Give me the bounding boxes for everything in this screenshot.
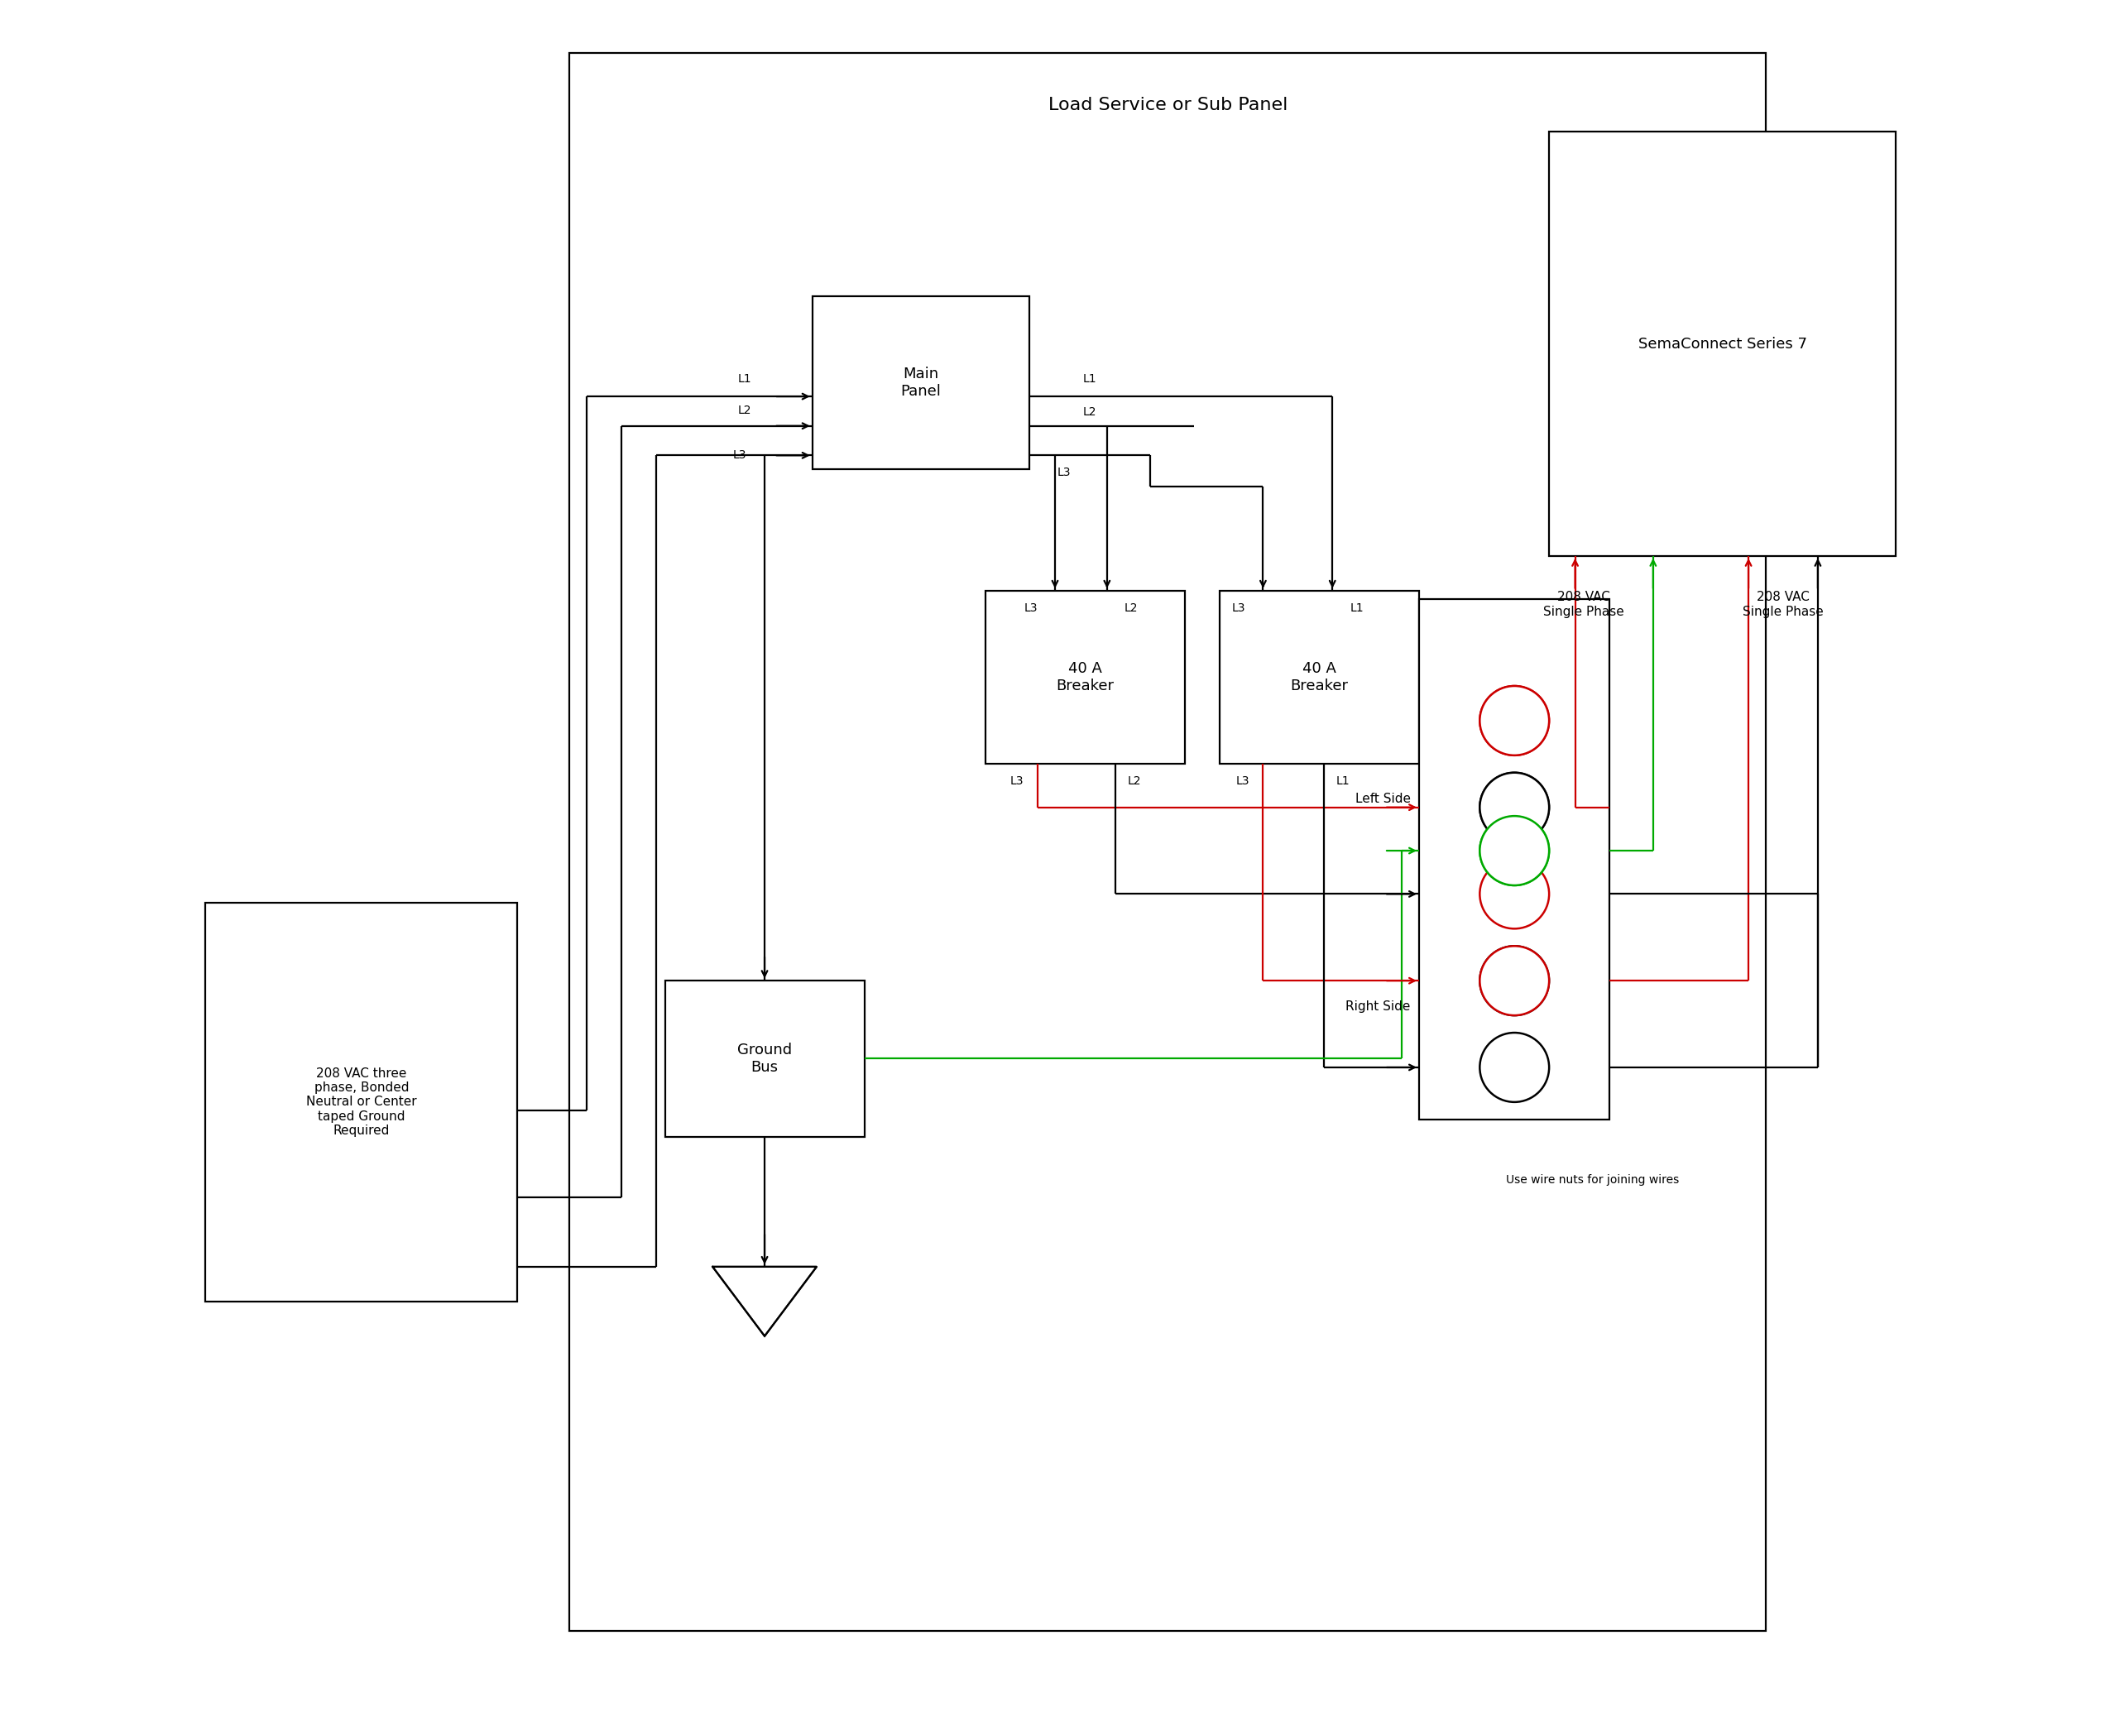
Text: Ground
Bus: Ground Bus [736, 1043, 791, 1075]
Text: L2: L2 [1125, 602, 1137, 615]
Text: 208 VAC three
phase, Bonded
Neutral or Center
taped Ground
Required: 208 VAC three phase, Bonded Neutral or C… [306, 1068, 418, 1137]
Text: Load Service or Sub Panel: Load Service or Sub Panel [1049, 97, 1287, 113]
Text: L3: L3 [1236, 776, 1249, 786]
Bar [1549, 132, 1897, 556]
Text: L3: L3 [1011, 776, 1023, 786]
Circle shape [1479, 686, 1549, 755]
Bar [985, 590, 1186, 764]
Text: Use wire nuts for joining wires: Use wire nuts for joining wires [1507, 1174, 1680, 1186]
Circle shape [1479, 946, 1549, 1016]
Bar [812, 295, 1030, 469]
Text: Main
Panel: Main Panel [901, 366, 941, 399]
Circle shape [1479, 773, 1549, 842]
Bar [665, 981, 865, 1137]
Text: L3: L3 [1057, 467, 1070, 479]
Text: L2: L2 [1082, 406, 1097, 418]
Text: L2: L2 [738, 404, 751, 417]
Circle shape [1479, 773, 1549, 842]
Circle shape [1479, 816, 1549, 885]
Bar [570, 54, 1766, 1630]
Text: L3: L3 [1232, 602, 1245, 615]
Text: L1: L1 [738, 373, 751, 385]
Text: Right Side: Right Side [1346, 1000, 1409, 1012]
Text: L1: L1 [1350, 602, 1363, 615]
Bar [1420, 599, 1610, 1120]
Text: 40 A
Breaker: 40 A Breaker [1057, 661, 1114, 693]
Circle shape [1479, 946, 1549, 1016]
Text: 208 VAC
Single Phase: 208 VAC Single Phase [1542, 590, 1625, 618]
Circle shape [1479, 816, 1549, 885]
Bar [205, 903, 517, 1302]
Text: Left Side: Left Side [1355, 792, 1409, 806]
Circle shape [1479, 859, 1549, 929]
Text: L3: L3 [732, 450, 747, 462]
Text: 40 A
Breaker: 40 A Breaker [1291, 661, 1348, 693]
Text: 208 VAC
Single Phase: 208 VAC Single Phase [1743, 590, 1823, 618]
Text: L1: L1 [1336, 776, 1350, 786]
Text: L3: L3 [1023, 602, 1038, 615]
Text: L2: L2 [1129, 776, 1142, 786]
Text: L1: L1 [1082, 373, 1097, 385]
Circle shape [1479, 1033, 1549, 1102]
Bar [1220, 590, 1420, 764]
Text: SemaConnect Series 7: SemaConnect Series 7 [1637, 337, 1806, 352]
Circle shape [1479, 686, 1549, 755]
